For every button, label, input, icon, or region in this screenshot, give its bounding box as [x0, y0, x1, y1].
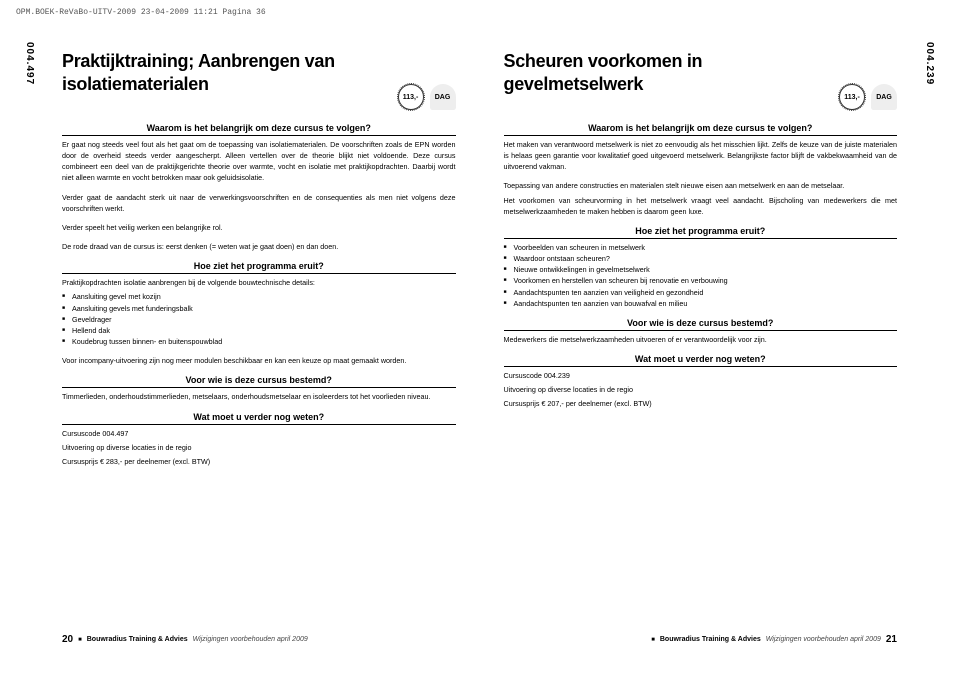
body-text: Verder gaat de aandacht sterk uit naar d…: [62, 192, 456, 214]
footer-company: Bouwradius Training & Advies: [660, 636, 761, 643]
bullet-list: Aansluiting gevel met kozijnAansluiting …: [62, 291, 456, 347]
badge-group: 113,- DAG: [398, 50, 456, 110]
list-item: Koudebrug tussen binnen- en buitenspouwb…: [62, 336, 456, 347]
side-code-right: 004.239: [924, 42, 935, 85]
page-right: 004.239 Scheuren voorkomen in gevelmetse…: [480, 38, 942, 653]
course-title: Scheuren voorkomen in gevelmetselwerk: [504, 50, 804, 95]
body-text: Cursuscode 004.497: [62, 428, 456, 439]
price-badge: 113,-: [398, 84, 424, 110]
body-text: Cursuscode 004.239: [504, 370, 898, 381]
body-text: Er gaat nog steeds veel fout als het gaa…: [62, 139, 456, 184]
square-icon: ■: [78, 637, 82, 643]
list-item: Aandachtspunten ten aanzien van veilighe…: [504, 287, 898, 298]
list-item: Aansluiting gevel met kozijn: [62, 291, 456, 302]
list-item: Hellend dak: [62, 325, 456, 336]
page-left: 004.497 Praktijktraining; Aanbrengen van…: [18, 38, 480, 653]
section-heading: Voor wie is deze cursus bestemd?: [504, 315, 898, 331]
body-text: Toepassing van andere constructies en ma…: [504, 180, 898, 191]
body-text: Cursusprijs € 207,- per deelnemer (excl.…: [504, 398, 898, 409]
page-footer: ■ Bouwradius Training & Advies Wijziging…: [504, 634, 898, 645]
square-icon: ■: [651, 637, 655, 643]
section-heading: Hoe ziet het programma eruit?: [504, 223, 898, 239]
title-row: Praktijktraining; Aanbrengen van isolati…: [62, 50, 456, 110]
list-item: Nieuwe ontwikkelingen in gevelmetselwerk: [504, 264, 898, 275]
footer-note: Wijzigingen voorbehouden april 2009: [193, 636, 308, 643]
section-heading: Wat moet u verder nog weten?: [504, 351, 898, 367]
badge-group: 113,- DAG: [839, 50, 897, 110]
body-text: Timmerlieden, onderhoudstimmerlieden, me…: [62, 391, 456, 402]
body-text: Uitvoering op diverse locaties in de reg…: [504, 384, 898, 395]
footer-note: Wijzigingen voorbehouden april 2009: [766, 636, 881, 643]
body-text: Cursusprijs € 283,- per deelnemer (excl.…: [62, 456, 456, 467]
section-heading: Waarom is het belangrijk om deze cursus …: [62, 120, 456, 136]
section-heading: Wat moet u verder nog weten?: [62, 409, 456, 425]
bullet-list: Voorbeelden van scheuren in metselwerkWa…: [504, 242, 898, 309]
list-item: Voorkomen en herstellen van scheuren bij…: [504, 275, 898, 286]
section-heading: Waarom is het belangrijk om deze cursus …: [504, 120, 898, 136]
body-text: Uitvoering op diverse locaties in de reg…: [62, 442, 456, 453]
page-number: 21: [886, 634, 897, 645]
page-spread: 004.497 Praktijktraining; Aanbrengen van…: [18, 38, 941, 653]
body-text: Verder speelt het veilig werken een bela…: [62, 222, 456, 233]
dag-badge: DAG: [871, 84, 897, 110]
course-title: Praktijktraining; Aanbrengen van isolati…: [62, 50, 362, 95]
section-heading: Hoe ziet het programma eruit?: [62, 258, 456, 274]
body-text: Het voorkomen van scheurvorming in het m…: [504, 195, 898, 217]
side-code-left: 004.497: [24, 42, 35, 85]
page-number: 20: [62, 634, 73, 645]
body-text: Voor incompany-uitvoering zijn nog meer …: [62, 355, 456, 366]
list-item: Geveldrager: [62, 314, 456, 325]
dag-badge: DAG: [430, 84, 456, 110]
list-item: Voorbeelden van scheuren in metselwerk: [504, 242, 898, 253]
list-item: Aandachtspunten ten aanzien van bouwafva…: [504, 298, 898, 309]
footer-company: Bouwradius Training & Advies: [87, 636, 188, 643]
print-header: OPM.BOEK-ReVaBo-UITV-2009 23-04-2009 11:…: [16, 8, 266, 17]
body-text: Medewerkers die metselwerkzaamheden uitv…: [504, 334, 898, 345]
body-text: De rode draad van de cursus is: eerst de…: [62, 241, 456, 252]
price-badge: 113,-: [839, 84, 865, 110]
list-item: Waardoor ontstaan scheuren?: [504, 253, 898, 264]
body-text: Praktijkopdrachten isolatie aanbrengen b…: [62, 277, 456, 288]
body-text: Het maken van verantwoord metselwerk is …: [504, 139, 898, 172]
title-row: Scheuren voorkomen in gevelmetselwerk 11…: [504, 50, 898, 110]
page-footer: 20 ■ Bouwradius Training & Advies Wijzig…: [62, 634, 456, 645]
section-heading: Voor wie is deze cursus bestemd?: [62, 372, 456, 388]
list-item: Aansluiting gevels met funderingsbalk: [62, 303, 456, 314]
